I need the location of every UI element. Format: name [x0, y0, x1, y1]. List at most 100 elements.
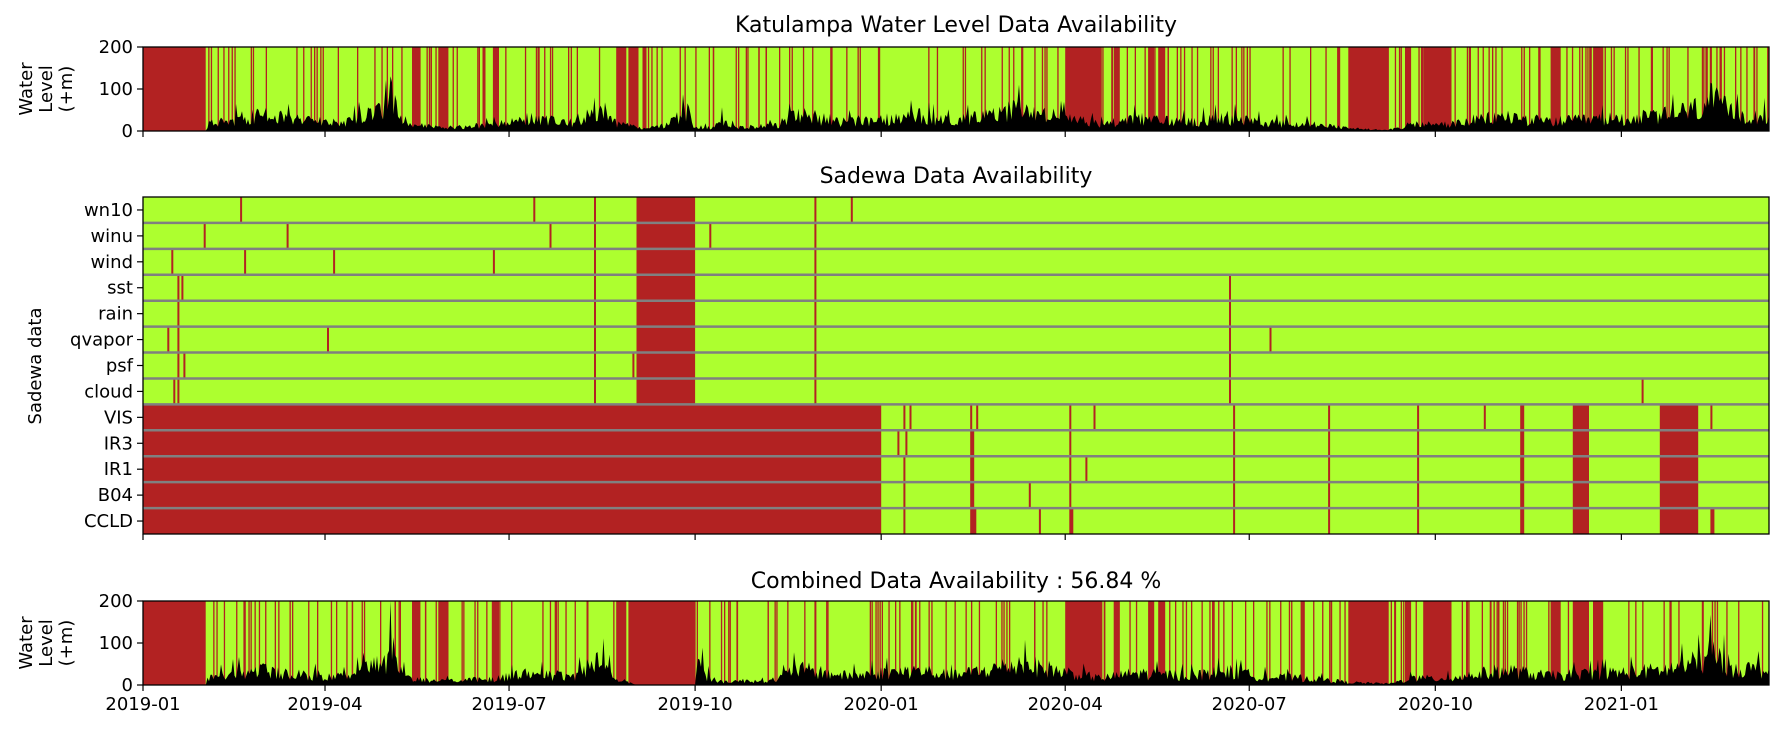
missing-stripe: [1701, 601, 1704, 685]
missing-stripe: [1613, 47, 1615, 131]
missing-stripe: [1134, 47, 1136, 131]
missing-stripe: [661, 47, 663, 131]
missing-stripe: [399, 601, 401, 685]
missing-stripe: [1400, 47, 1402, 131]
missing-range: [1423, 47, 1452, 131]
missing-stripe: [1714, 601, 1716, 685]
missing-range: [333, 248, 336, 275]
missing-range: [1158, 47, 1165, 131]
missing-stripe: [679, 47, 681, 131]
missing-stripe: [1495, 47, 1497, 131]
missing-range: [1328, 482, 1331, 509]
missing-stripe: [250, 601, 252, 685]
missing-range: [1069, 404, 1072, 431]
missing-range: [492, 601, 499, 685]
missing-range: [814, 326, 817, 353]
missing-range: [1520, 430, 1525, 457]
missing-stripe: [1415, 601, 1417, 685]
missing-range: [1659, 430, 1699, 457]
missing-range: [903, 508, 906, 534]
missing-range: [1423, 601, 1452, 685]
missing-stripe: [1518, 601, 1520, 685]
missing-stripe: [767, 601, 769, 685]
missing-range: [1659, 404, 1699, 431]
combined-title: Combined Data Availability : 56.84 %: [751, 569, 1161, 594]
missing-stripe: [554, 601, 557, 685]
missing-range: [636, 326, 696, 353]
katulampa-panel: Katulampa Water Level Data Availability …: [16, 13, 1770, 142]
missing-stripe: [542, 601, 544, 685]
row-label: psf: [106, 356, 134, 377]
sadewa-row-labels: wn10 winu wind sst rain qvapor psf cloud VIS IR3 I…: [70, 200, 143, 532]
missing-stripe: [656, 47, 658, 131]
missing-stripe: [912, 601, 914, 685]
missing-range: [533, 197, 536, 223]
missing-stripe: [1587, 47, 1589, 131]
missing-stripe: [1492, 47, 1494, 131]
missing-stripe: [538, 47, 540, 131]
row-label: IR1: [104, 459, 133, 480]
missing-stripe: [878, 47, 881, 131]
row-label: wind: [90, 252, 133, 273]
missing-stripe: [1209, 601, 1211, 685]
missing-stripe: [1466, 47, 1469, 131]
missing-stripe: [1400, 601, 1402, 685]
missing-stripe: [1418, 47, 1420, 131]
missing-stripe: [1394, 47, 1397, 131]
missing-range: [636, 601, 696, 685]
missing-stripe: [911, 601, 913, 685]
missing-stripe: [1703, 47, 1705, 131]
missing-stripe: [1454, 47, 1456, 131]
y-label-line: Water: [16, 616, 37, 670]
missing-range: [1328, 430, 1331, 457]
missing-stripe: [292, 601, 294, 685]
combined-plot-area: [142, 600, 1770, 686]
missing-stripe: [830, 47, 832, 131]
missing-stripe: [1753, 47, 1755, 131]
missing-stripe: [709, 601, 711, 685]
missing-stripe: [1678, 601, 1680, 685]
missing-stripe: [1523, 601, 1525, 685]
missing-stripe: [1469, 47, 1471, 131]
missing-range: [240, 197, 243, 223]
sadewa-heatmap: [142, 196, 1770, 535]
missing-stripe: [1185, 601, 1188, 685]
combined-y-axis: 0 100 200: [99, 591, 143, 696]
missing-stripe: [1338, 47, 1341, 131]
missing-stripe: [779, 47, 781, 131]
missing-stripe: [1761, 601, 1764, 685]
missing-stripe: [1525, 601, 1528, 685]
missing-stripe: [745, 47, 747, 131]
y-label-line: Level: [36, 619, 57, 667]
y-tick-label: 200: [99, 591, 133, 612]
missing-stripe: [456, 47, 458, 131]
missing-range: [903, 482, 906, 509]
missing-stripe: [735, 47, 737, 131]
missing-stripe: [1477, 47, 1479, 131]
sadewa-y-label: Sadewa data: [25, 308, 46, 425]
missing-stripe: [289, 601, 291, 685]
missing-stripe: [337, 47, 339, 131]
missing-range: [1659, 482, 1699, 509]
missing-stripe: [314, 47, 316, 131]
missing-stripe: [537, 47, 539, 131]
missing-range: [814, 300, 817, 327]
missing-stripe: [236, 601, 238, 685]
missing-stripe: [1516, 601, 1519, 685]
missing-stripe: [965, 601, 967, 685]
missing-range: [1093, 404, 1096, 431]
missing-stripe: [549, 601, 552, 685]
missing-range: [1229, 352, 1231, 379]
missing-stripe: [1394, 601, 1397, 685]
x-tick-label: 2019-04: [287, 694, 362, 715]
missing-stripe: [1302, 601, 1304, 685]
row-cloud: [143, 378, 1769, 405]
missing-stripe: [1461, 601, 1463, 685]
missing-stripe: [1022, 47, 1024, 131]
missing-stripe: [919, 601, 921, 685]
missing-stripe: [1705, 47, 1707, 131]
missing-stripe: [565, 601, 567, 685]
missing-stripe: [831, 47, 833, 131]
y-tick-label: 100: [99, 633, 133, 654]
missing-stripe: [729, 601, 731, 685]
